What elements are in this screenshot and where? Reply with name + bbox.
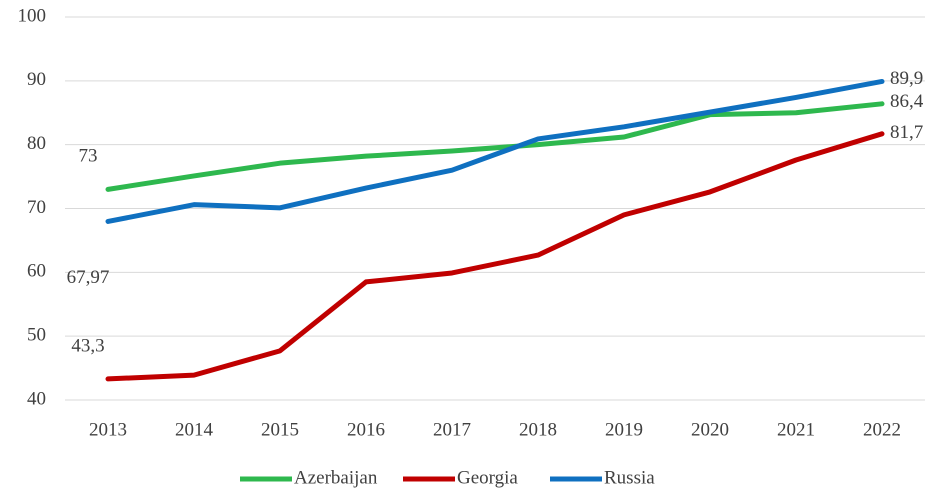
x-tick-label: 2017 [433,419,471,440]
x-tick-label: 2021 [777,419,815,440]
legend-label: Azerbaijan [294,467,378,488]
legend-label: Georgia [457,467,518,488]
x-tick-label: 2016 [347,419,385,440]
series-line [105,101,885,192]
x-tick-label: 2018 [519,419,557,440]
data-label: 86,4 [890,91,924,112]
x-tick-label: 2019 [605,419,643,440]
data-label: 43,3 [71,335,104,356]
x-tick-label: 2013 [89,419,127,440]
series-line [105,131,885,382]
legend-label: Russia [604,467,655,488]
y-tick-label: 100 [18,5,47,26]
data-label: 67,97 [67,267,110,288]
y-tick-label: 50 [27,325,46,346]
y-tick-label: 70 [27,197,46,218]
x-tick-label: 2022 [863,419,901,440]
y-tick-label: 80 [27,133,46,154]
data-label: 89,9 [890,68,923,89]
series-line [105,78,885,224]
x-tick-label: 2015 [261,419,299,440]
y-tick-label: 90 [27,69,46,90]
x-tick-label: 2020 [691,419,729,440]
y-tick-label: 60 [27,261,46,282]
y-tick-label: 40 [27,388,46,409]
data-label: 81,7 [890,122,923,143]
data-label: 73 [79,146,98,167]
x-tick-label: 2014 [175,419,214,440]
